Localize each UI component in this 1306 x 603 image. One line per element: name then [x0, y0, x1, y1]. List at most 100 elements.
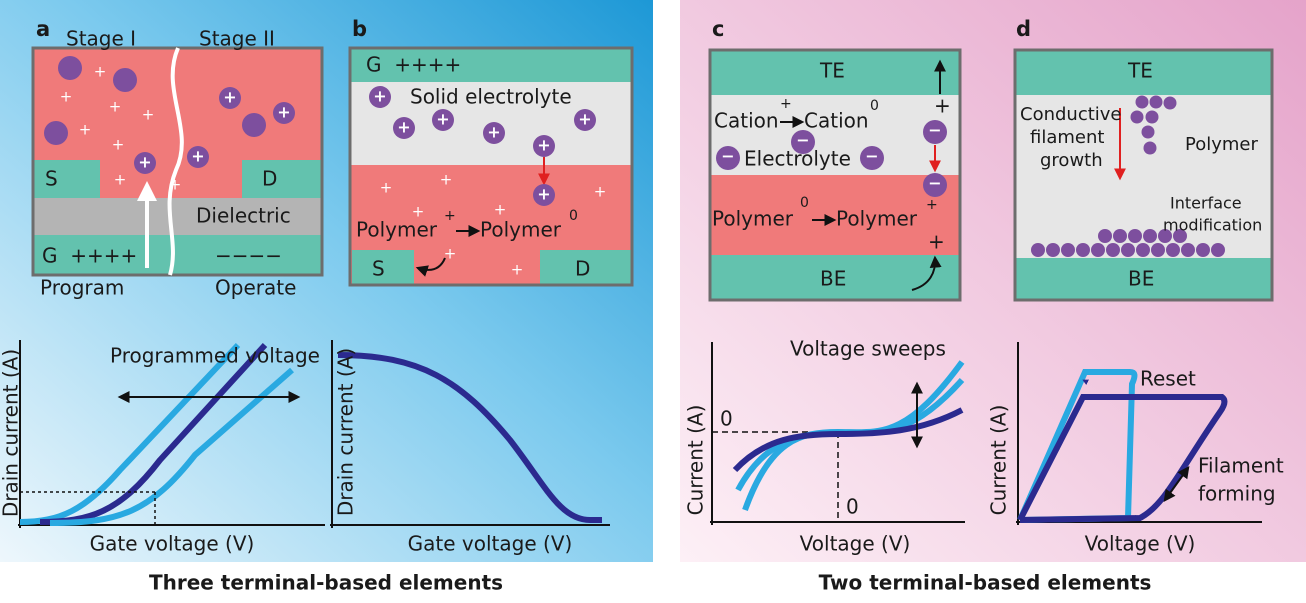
- ion-sign: −: [721, 147, 734, 166]
- ion-sign: +: [436, 110, 449, 129]
- filament-atoms-circle: [1211, 243, 1225, 257]
- ion-sign: +: [114, 171, 127, 189]
- panel-a-circle: [113, 68, 137, 92]
- ion-sign: +: [537, 136, 550, 155]
- filament-atoms-circle: [1031, 243, 1045, 257]
- annotation: Reset: [1140, 367, 1196, 391]
- ion-sign: +: [94, 63, 107, 81]
- filament-atoms-circle: [1098, 229, 1112, 243]
- caption: Two terminal-based elements: [819, 571, 1152, 595]
- reaction-sup: +: [444, 208, 456, 224]
- panel-label: a: [36, 17, 50, 41]
- drain-label: D: [575, 257, 590, 281]
- charge-sign: +: [928, 230, 945, 254]
- filament-atoms-circle: [1151, 243, 1165, 257]
- filament-atoms-circle: [1142, 126, 1155, 139]
- annotation: forming: [1198, 482, 1276, 506]
- ion-sign: +: [397, 118, 410, 137]
- ion-sign: +: [494, 201, 507, 219]
- filament-label: filament: [1030, 127, 1104, 148]
- panel-label: d: [1016, 17, 1031, 41]
- x-axis-label: Voltage (V): [1085, 532, 1196, 556]
- ion-sign: +: [537, 185, 550, 204]
- filament-atoms-circle: [1131, 111, 1144, 124]
- ion-sign: +: [487, 123, 500, 142]
- filament-atoms-circle: [1196, 243, 1210, 257]
- filament-atoms-circle: [1143, 229, 1157, 243]
- reaction-sup: 0: [870, 98, 879, 114]
- electrode-label: BE: [820, 267, 846, 291]
- filament-atoms-circle: [1146, 111, 1159, 124]
- reaction-left: Cation: [714, 109, 779, 133]
- filament-atoms-circle: [1076, 243, 1090, 257]
- y-axis-label: Current (A): [684, 405, 708, 516]
- filament-atoms-circle: [1091, 243, 1105, 257]
- electrode-label: TE: [819, 59, 845, 83]
- filament-atoms-circle: [1113, 229, 1127, 243]
- ion-sign: +: [138, 153, 151, 172]
- reaction-right: Polymer: [836, 207, 918, 231]
- y-axis-label: Drain current (A): [0, 349, 23, 517]
- filament-atoms-circle: [1106, 243, 1120, 257]
- y-axis-label: Drain current (A): [334, 348, 358, 516]
- operate-label: Operate: [215, 276, 296, 300]
- filament-label: Conductive: [1020, 104, 1122, 125]
- interface-label: modification: [1163, 216, 1262, 235]
- panel-a-circle: [58, 56, 82, 80]
- ion-sign: +: [444, 245, 457, 263]
- figure: + + + + + + + + + + + + a Stage I Stage …: [0, 0, 1306, 603]
- interface-label: Interface: [1170, 194, 1242, 213]
- captions: Three terminal-based elements Two termin…: [149, 571, 1151, 595]
- ion-sign: +: [191, 147, 204, 166]
- reaction-right: Polymer: [480, 218, 562, 242]
- ion-sign: +: [511, 261, 524, 279]
- ion-sign: −: [928, 174, 941, 193]
- filament-atoms-circle: [1128, 229, 1142, 243]
- reaction-right: Cation: [804, 109, 869, 133]
- ion-sign: +: [440, 171, 453, 189]
- ion-sign: +: [277, 103, 290, 122]
- program-label: Program: [40, 276, 124, 300]
- ion-sign: +: [79, 121, 92, 139]
- panel-label: c: [712, 17, 724, 41]
- ion-sign: +: [594, 183, 607, 201]
- stage-label: Stage I: [66, 27, 136, 51]
- filament-atoms-circle: [1121, 243, 1135, 257]
- panel-a-circle: [242, 113, 266, 137]
- charge-sign: +: [934, 94, 951, 118]
- ion-sign: +: [109, 98, 122, 116]
- reaction-sup: +: [780, 96, 792, 112]
- panel-a-rect: [242, 160, 322, 198]
- source-label: S: [372, 257, 385, 281]
- reaction-sup: 0: [569, 208, 578, 224]
- electrode-label: TE: [1127, 59, 1153, 83]
- x-axis-label: Gate voltage (V): [90, 532, 255, 556]
- caption: Three terminal-based elements: [149, 571, 503, 595]
- reaction-sup: +: [926, 197, 938, 213]
- panel-a-circle: [44, 121, 68, 145]
- gate-label: G ++++: [366, 53, 461, 77]
- gate-charge: −−−−: [215, 244, 282, 268]
- ion-sign: +: [142, 106, 155, 124]
- panel-b: + + + + + + + + + + + + + + b G ++++ Sol…: [350, 17, 632, 285]
- x-axis-label: Voltage (V): [800, 532, 911, 556]
- ion-sign: +: [169, 176, 182, 194]
- panel-a-rect: [33, 160, 100, 198]
- reaction-sup: 0: [800, 195, 809, 211]
- ion-sign: −: [865, 147, 878, 166]
- filament-atoms-circle: [1181, 243, 1195, 257]
- filament-label: growth: [1040, 150, 1103, 171]
- y-axis-label: Current (A): [987, 405, 1011, 516]
- ion-sign: +: [60, 88, 73, 106]
- reaction-left: Polymer: [712, 207, 794, 231]
- filament-atoms-circle: [1150, 96, 1163, 109]
- panel-a: + + + + + + + + + + + + a Stage I Stage …: [33, 17, 322, 300]
- ion-sign: −: [928, 121, 941, 140]
- polymer-label: Polymer: [1185, 134, 1258, 155]
- origin-label: 0: [846, 495, 859, 519]
- dielectric-label: Dielectric: [196, 204, 291, 228]
- drain-label: D: [262, 167, 277, 191]
- filament-atoms-circle: [1136, 96, 1149, 109]
- panel-d: d TE BE Conductive filament growth Polym…: [1015, 17, 1272, 300]
- filament-atoms-circle: [1136, 243, 1150, 257]
